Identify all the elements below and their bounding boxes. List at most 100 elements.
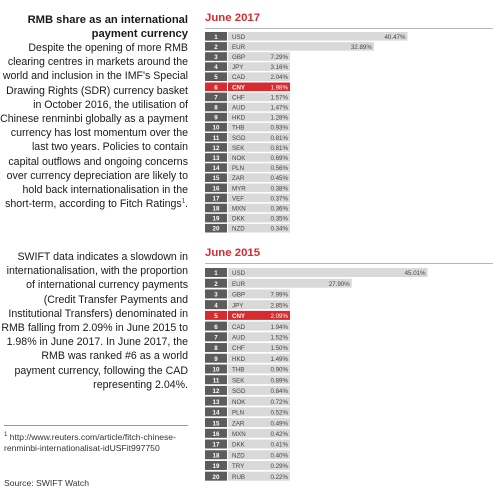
rank-box xyxy=(205,183,227,193)
rank-box xyxy=(205,52,227,61)
rank-box xyxy=(205,102,227,112)
bar-row: 8 AUD 1.47% xyxy=(205,102,290,112)
rank-box xyxy=(205,289,227,299)
bar-row: 1 USD 45.01% xyxy=(205,268,428,277)
rank-label: 4 xyxy=(214,64,218,71)
rank-label: 11 xyxy=(213,377,220,384)
category-label: GBP xyxy=(232,54,245,61)
intro-paragraph-end: . xyxy=(185,198,188,211)
value-label: 0.81% xyxy=(270,145,288,152)
bar xyxy=(228,112,290,122)
bar xyxy=(228,52,290,61)
category-label: THB xyxy=(232,125,244,132)
chart-rule-2017 xyxy=(205,28,493,29)
rank-box xyxy=(205,92,227,102)
rank-label: 6 xyxy=(214,84,218,91)
bar-row: 5 CAD 2.04% xyxy=(205,72,290,81)
rank-box xyxy=(205,418,227,428)
rank-label: 13 xyxy=(213,155,220,162)
value-label: 2.09% xyxy=(270,313,288,320)
rank-box xyxy=(205,396,227,406)
value-label: 0.40% xyxy=(270,452,288,459)
value-label: 3.16% xyxy=(270,64,288,71)
section-heading: RMB share as an international payment cu… xyxy=(27,14,188,40)
bar-row: 12 SEK 0.81% xyxy=(205,143,290,152)
chart-panel-2015: June 2015 1 USD 45.01% 2 EUR 27.90% 3 GBP 7.99% 4… xyxy=(205,246,493,494)
footnote-divider xyxy=(4,425,188,426)
bar xyxy=(228,310,290,320)
category-label: CHF xyxy=(232,345,245,352)
rank-box xyxy=(205,353,227,363)
rank-box xyxy=(205,278,227,288)
rank-label: 15 xyxy=(213,420,220,427)
rank-box xyxy=(205,72,227,81)
rank-label: 12 xyxy=(213,145,220,152)
value-label: 0.35% xyxy=(270,216,288,223)
bar-row: 18 MXN 0.36% xyxy=(205,203,290,213)
bar xyxy=(228,460,290,470)
chart-title-2017: June 2017 xyxy=(205,12,261,24)
value-label: 2.85% xyxy=(270,302,288,309)
bar xyxy=(228,122,290,132)
bar xyxy=(228,278,352,288)
value-label: 0.93% xyxy=(270,125,288,132)
bar-row: 5 CNY 2.09% xyxy=(205,310,290,320)
category-label: VEF xyxy=(232,195,244,202)
bar xyxy=(228,153,290,162)
category-label: NZD xyxy=(232,226,245,233)
rank-box xyxy=(205,122,227,132)
value-label: 0.89% xyxy=(270,377,288,384)
bar xyxy=(228,321,290,331)
bar-row: 17 VEF 0.37% xyxy=(205,193,290,202)
value-label: 32.89% xyxy=(351,44,372,51)
rank-box xyxy=(205,300,227,310)
rank-box xyxy=(205,173,227,182)
category-label: NOK xyxy=(232,155,246,162)
bar-row: 3 GBP 7.99% xyxy=(205,289,290,299)
value-label: 2.04% xyxy=(270,74,288,81)
rank-box xyxy=(205,62,227,71)
rank-label: 18 xyxy=(213,452,220,459)
bar-row: 2 EUR 32.89% xyxy=(205,42,374,51)
category-label: PLN xyxy=(232,165,244,172)
rank-box xyxy=(205,439,227,449)
rank-box xyxy=(205,32,227,41)
bar xyxy=(228,353,290,363)
rank-box xyxy=(205,203,227,213)
category-label: CHF xyxy=(232,94,245,101)
bar-row: 4 JPY 2.85% xyxy=(205,300,290,309)
category-label: MXN xyxy=(232,206,246,213)
rank-label: 16 xyxy=(213,185,220,192)
value-label: 1.28% xyxy=(270,115,288,122)
value-label: 40.47% xyxy=(384,34,405,41)
footnote-link[interactable]: http://www.reuters.com/article/fitch-chi… xyxy=(4,432,176,454)
category-label: DKK xyxy=(232,216,246,223)
bar-row: 11 SGD 0.81% xyxy=(205,133,290,142)
category-label: ZAR xyxy=(232,175,245,182)
bar-row: 6 CAD 1.94% xyxy=(205,321,290,331)
rank-box xyxy=(205,143,227,152)
category-label: MXN xyxy=(232,431,246,438)
rank-box xyxy=(205,364,227,374)
bar xyxy=(228,133,290,142)
category-label: HKD xyxy=(232,356,246,363)
rank-label: 16 xyxy=(213,431,220,438)
bar xyxy=(228,418,290,428)
bar-row: 15 ZAR 0.45% xyxy=(205,173,290,182)
bar xyxy=(228,62,290,71)
bar xyxy=(228,268,428,277)
value-label: 0.22% xyxy=(270,474,288,481)
category-label: NZD xyxy=(232,452,245,459)
bar xyxy=(228,300,290,310)
rank-label: 4 xyxy=(214,302,218,309)
value-label: 0.45% xyxy=(270,175,288,182)
value-label: 0.81% xyxy=(270,135,288,142)
bar xyxy=(228,102,290,112)
category-label: USD xyxy=(232,34,246,41)
rank-box xyxy=(205,460,227,470)
category-label: SGD xyxy=(232,135,246,142)
rank-box xyxy=(205,153,227,162)
bar xyxy=(228,385,290,395)
value-label: 7.99% xyxy=(270,292,288,299)
bar-row: 9 HKD 1.28% xyxy=(205,112,290,122)
